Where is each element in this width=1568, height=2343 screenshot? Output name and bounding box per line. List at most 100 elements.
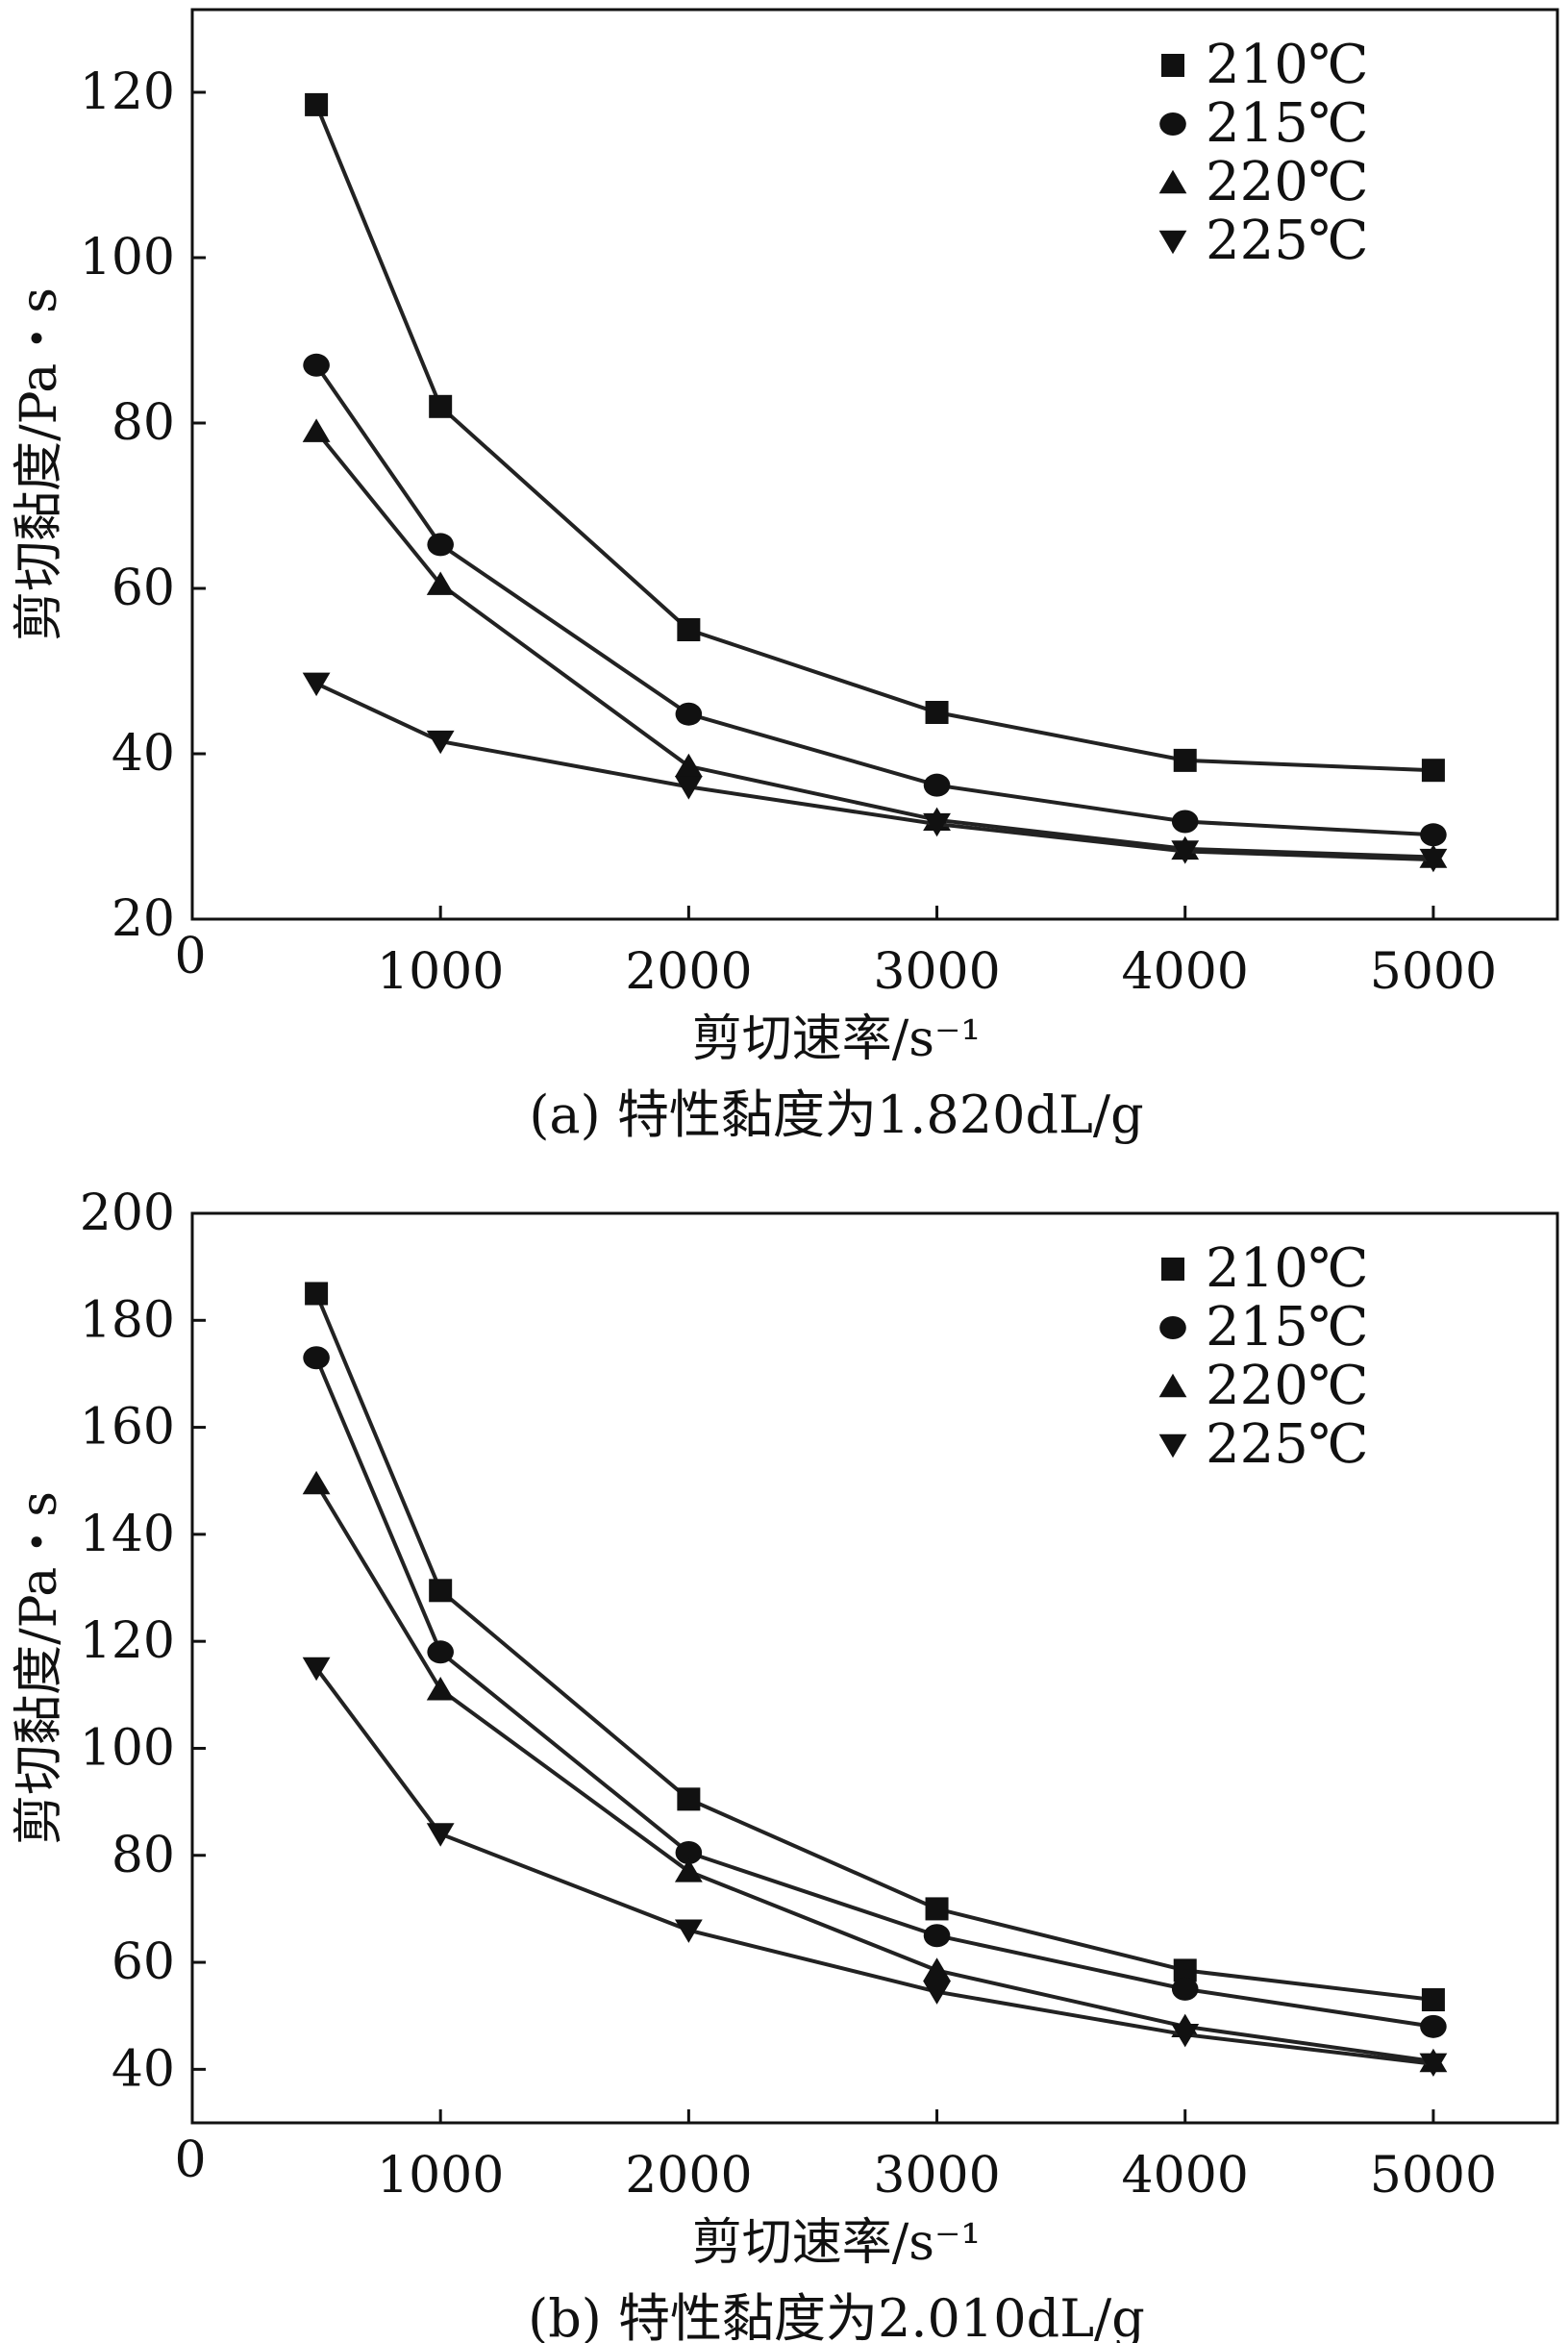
series-line [314,104,1433,773]
data-point [426,1677,455,1701]
data-point [302,1657,331,1682]
data-point [677,618,701,641]
legend-label: 225℃ [1206,210,1369,272]
series-triangle-down [302,1657,1448,2077]
legend-marker [1158,169,1187,194]
data-point [1173,748,1197,772]
series-line [314,1292,1434,2002]
data-point [303,353,330,377]
legend-label: 210℃ [1206,1237,1369,1300]
y-tick-label: 60 [112,1933,175,1991]
y-tick-label: 100 [80,1719,175,1777]
y-tick-label: 120 [80,63,175,121]
x-tick-label: 5000 [1370,2147,1497,2205]
x-tick-label: 1000 [377,943,504,1001]
data-point [923,1924,951,1948]
data-point [1173,1958,1197,1982]
x-tick-label: 4000 [1122,943,1249,1001]
y-tick-label: 160 [80,1399,175,1457]
y-tick-label: 20 [112,890,175,948]
data-point [1421,1988,1445,2012]
data-point [305,1282,329,1306]
data-point [674,1919,703,1943]
x-axis-label: 剪切速率/s⁻¹ [692,2214,982,2272]
x-tick-label: 2000 [625,943,752,1001]
y-tick-label: 180 [80,1291,175,1349]
y-tick-label: 60 [112,560,175,617]
data-point [1419,2053,1448,2077]
data-point [923,773,951,797]
plot-frame [190,8,1559,921]
legend-label: 220℃ [1206,1355,1369,1417]
legend-marker [1158,1373,1187,1398]
series-circle [303,1346,1447,2038]
y-tick-label: 40 [112,725,175,783]
legend-marker [1161,1258,1184,1281]
data-point [923,1957,951,1982]
data-point [426,1823,455,1847]
legend-marker [1161,54,1184,77]
x-tick-label: 4000 [1122,2147,1249,2205]
data-point [1171,2023,1200,2048]
chart-caption: (b) 特性黏度为2.010dL/g [528,2288,1145,2343]
y-tick-label: 100 [80,229,175,287]
series-triangle-down [302,672,1448,873]
data-point [1420,823,1447,847]
x-tick-label: 2000 [625,2147,752,2205]
y-tick-label: 120 [80,1612,175,1670]
data-point [925,1897,949,1921]
data-point [1171,1977,1199,2001]
series-circle [303,353,1447,847]
data-point [674,1858,703,1882]
legend-marker [1159,1316,1186,1339]
data-point [674,753,703,778]
data-point [1419,848,1448,873]
data-point [303,1346,330,1370]
chart-a: 20 40 60 80 100 120 0 1000 2000 3000 4000 5000 剪切速率/… [11,8,1559,1145]
legend-label: 210℃ [1206,34,1369,96]
series-square [305,92,1445,783]
data-point [426,571,455,595]
x-axis-label: 剪切速率/s⁻¹ [692,1010,982,1068]
y-axis-label: 剪切黏度/Pa・s [11,1491,68,1845]
series-line [314,430,1433,860]
data-point [427,533,454,557]
data-point [1171,810,1199,834]
x-tick-label: 1000 [377,2147,504,2205]
legend-marker [1159,112,1186,136]
x-origin-label: 0 [174,928,206,985]
data-point [1421,759,1445,783]
legend-marker [1158,230,1187,255]
data-point [429,1579,453,1603]
data-point [302,672,331,697]
series-line [314,363,1434,837]
x-tick-label: 5000 [1370,943,1497,1001]
series-triangle-up [302,418,1448,868]
x-tick-label: 3000 [873,2147,1000,2205]
plot-frame [190,1211,1559,2125]
x-tick-label: 3000 [873,943,1000,1001]
series-line [314,1482,1434,2063]
data-point [305,92,329,116]
legend-marker [1158,1433,1187,1458]
legend-label: 215℃ [1206,92,1369,155]
data-point [302,418,331,442]
series-line [315,682,1433,862]
x-origin-label: 0 [174,2131,206,2189]
y-tick-label: 40 [112,2040,175,2098]
data-point [674,776,703,800]
series-line [314,1666,1434,2066]
data-point [677,1787,701,1811]
data-point [923,1981,951,2005]
data-point [675,1840,703,1864]
legend-label: 225℃ [1206,1413,1369,1476]
data-point [1171,840,1200,864]
data-point [302,1470,331,1495]
series-line [314,1357,1434,2029]
data-point [429,394,453,418]
series-square [305,1282,1445,2012]
y-tick-label: 140 [80,1506,175,1563]
